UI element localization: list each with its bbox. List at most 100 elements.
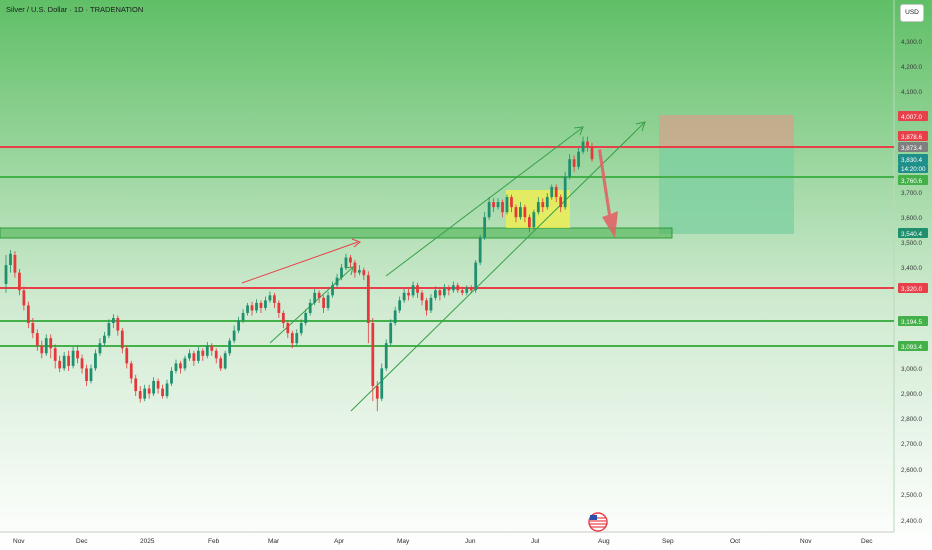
candle-body[interactable] bbox=[246, 305, 249, 313]
candle-body[interactable] bbox=[366, 275, 370, 324]
stop-loss-zone[interactable] bbox=[659, 115, 794, 148]
candle-body[interactable] bbox=[273, 295, 276, 303]
candle-body[interactable] bbox=[416, 285, 419, 293]
candle-body[interactable] bbox=[94, 353, 97, 369]
candle-body[interactable] bbox=[501, 202, 504, 213]
candle-body[interactable] bbox=[541, 202, 545, 208]
candle-body[interactable] bbox=[304, 312, 308, 324]
candle-body[interactable] bbox=[156, 381, 160, 389]
candle-body[interactable] bbox=[586, 141, 589, 147]
candle-body[interactable] bbox=[170, 370, 173, 384]
candle-body[interactable] bbox=[389, 323, 393, 344]
candle-body[interactable] bbox=[40, 345, 44, 354]
candle-body[interactable] bbox=[577, 151, 580, 167]
candle-body[interactable] bbox=[442, 287, 446, 296]
candle-body[interactable] bbox=[398, 300, 402, 311]
support-zone[interactable] bbox=[0, 227, 673, 239]
candle-body[interactable] bbox=[295, 333, 299, 344]
candle-body[interactable] bbox=[277, 302, 281, 313]
candle-body[interactable] bbox=[536, 202, 540, 213]
candle-body[interactable] bbox=[13, 255, 17, 273]
candle-body[interactable] bbox=[143, 388, 147, 399]
candle-body[interactable] bbox=[492, 202, 495, 208]
candle-body[interactable] bbox=[559, 197, 563, 208]
candle-body[interactable] bbox=[438, 290, 442, 296]
candle-body[interactable] bbox=[125, 348, 129, 364]
candle-body[interactable] bbox=[358, 270, 361, 273]
candle-body[interactable] bbox=[384, 343, 388, 369]
candle-body[interactable] bbox=[563, 176, 567, 208]
candle-body[interactable] bbox=[572, 159, 576, 167]
candle-body[interactable] bbox=[4, 265, 8, 284]
candle-body[interactable] bbox=[550, 186, 554, 198]
candle-body[interactable] bbox=[201, 350, 205, 356]
candle-body[interactable] bbox=[527, 217, 531, 228]
candle-body[interactable] bbox=[281, 312, 285, 324]
candle-body[interactable] bbox=[290, 333, 294, 344]
us-flag-event-icon[interactable] bbox=[588, 512, 608, 532]
candle-body[interactable] bbox=[344, 257, 348, 268]
candle-body[interactable] bbox=[478, 237, 482, 263]
candle-body[interactable] bbox=[107, 323, 111, 336]
candle-body[interactable] bbox=[129, 363, 133, 379]
currency-button[interactable]: USD bbox=[900, 4, 924, 22]
candle-body[interactable] bbox=[465, 287, 469, 293]
candle-body[interactable] bbox=[232, 330, 236, 341]
candle-body[interactable] bbox=[460, 290, 464, 293]
candle-body[interactable] bbox=[581, 141, 585, 152]
candle-body[interactable] bbox=[71, 350, 75, 366]
candle-body[interactable] bbox=[429, 297, 433, 311]
candle-body[interactable] bbox=[174, 363, 178, 371]
candle-body[interactable] bbox=[425, 300, 428, 311]
candle-body[interactable] bbox=[134, 378, 138, 392]
candle-body[interactable] bbox=[532, 212, 536, 228]
candle-body[interactable] bbox=[165, 383, 169, 397]
candle-body[interactable] bbox=[26, 305, 30, 324]
candle-body[interactable] bbox=[308, 302, 312, 313]
candle-body[interactable] bbox=[313, 292, 317, 303]
candle-body[interactable] bbox=[116, 318, 120, 331]
candle-body[interactable] bbox=[89, 368, 93, 382]
candle-body[interactable] bbox=[514, 207, 518, 218]
projection-arrow[interactable] bbox=[598, 149, 618, 238]
candle-body[interactable] bbox=[18, 272, 21, 291]
candle-body[interactable] bbox=[447, 287, 451, 291]
candle-body[interactable] bbox=[44, 338, 48, 354]
candle-body[interactable] bbox=[223, 353, 227, 369]
candle-body[interactable] bbox=[411, 285, 415, 296]
candle-body[interactable] bbox=[456, 285, 460, 291]
candle-body[interactable] bbox=[434, 290, 437, 298]
candle-body[interactable] bbox=[317, 292, 321, 298]
candle-body[interactable] bbox=[420, 292, 424, 301]
candle-body[interactable] bbox=[22, 290, 26, 306]
candle-body[interactable] bbox=[268, 295, 272, 301]
candle-body[interactable] bbox=[469, 287, 473, 291]
candle-body[interactable] bbox=[58, 360, 62, 369]
candle-body[interactable] bbox=[402, 292, 406, 301]
candle-body[interactable] bbox=[31, 323, 35, 334]
candle-body[interactable] bbox=[255, 302, 258, 311]
candle-body[interactable] bbox=[375, 386, 379, 399]
candle-body[interactable] bbox=[183, 358, 187, 369]
candle-body[interactable] bbox=[250, 305, 254, 311]
candle-body[interactable] bbox=[554, 186, 558, 198]
candle-body[interactable] bbox=[264, 300, 267, 308]
candle-body[interactable] bbox=[210, 345, 214, 351]
candle-body[interactable] bbox=[407, 292, 410, 296]
candle-body[interactable] bbox=[138, 391, 142, 399]
candle-body[interactable] bbox=[228, 340, 232, 354]
candle-body[interactable] bbox=[152, 381, 156, 394]
candle-body[interactable] bbox=[523, 207, 527, 218]
candle-body[interactable] bbox=[35, 333, 39, 346]
candle-body[interactable] bbox=[380, 368, 384, 399]
candle-body[interactable] bbox=[192, 353, 196, 361]
candle-body[interactable] bbox=[510, 197, 513, 208]
candle-body[interactable] bbox=[49, 338, 53, 349]
candle-body[interactable] bbox=[111, 318, 115, 324]
candle-body[interactable] bbox=[85, 368, 88, 382]
candle-body[interactable] bbox=[353, 262, 357, 273]
candle-body[interactable] bbox=[9, 253, 12, 266]
candle-body[interactable] bbox=[340, 267, 343, 278]
candle-body[interactable] bbox=[219, 358, 223, 369]
